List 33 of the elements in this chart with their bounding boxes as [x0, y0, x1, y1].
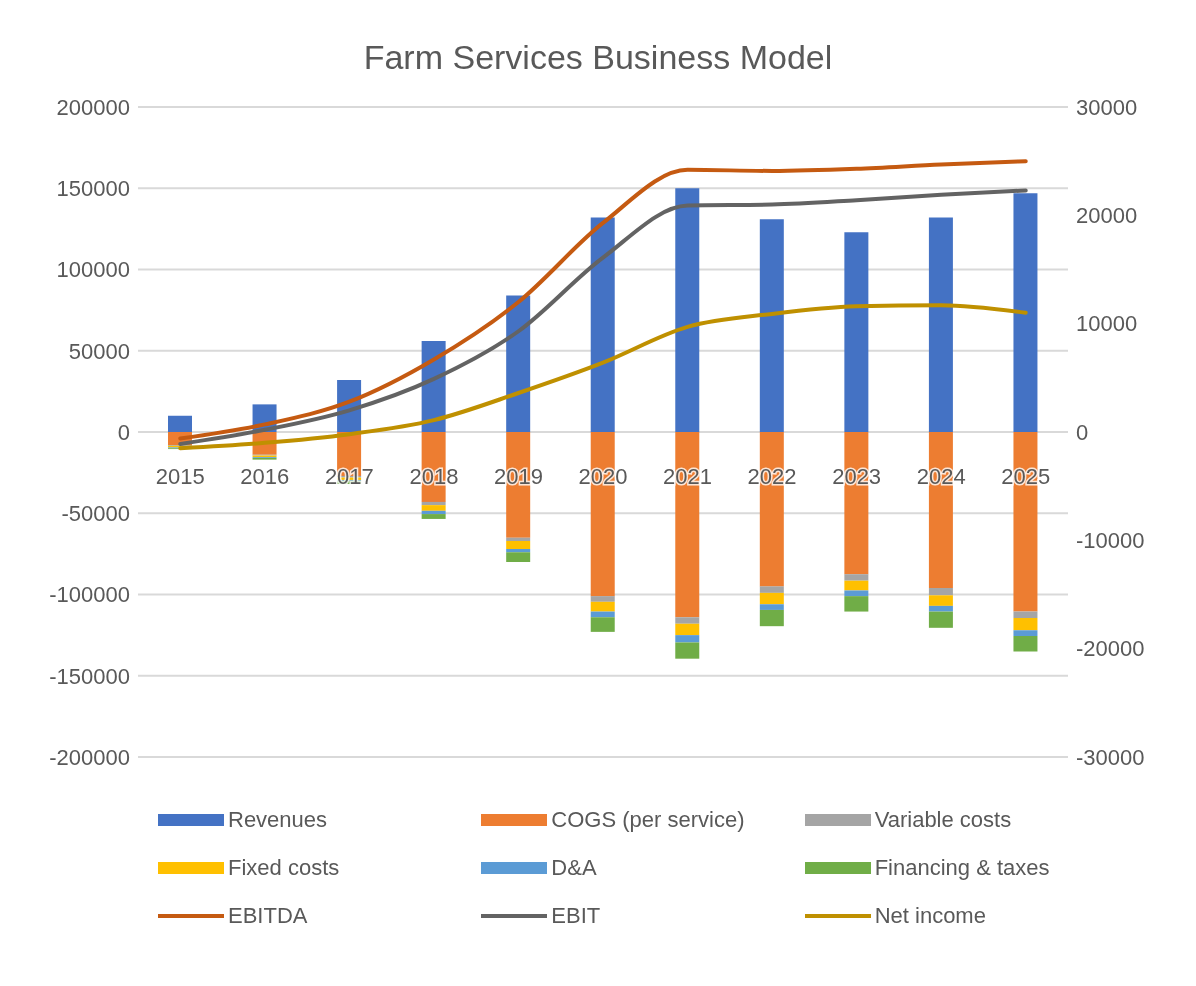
legend-label: Fixed costs — [228, 855, 340, 881]
x-tick-label: 2016 — [240, 464, 290, 489]
legend-label: EBIT — [551, 903, 601, 929]
y2-tick-label: -10000 — [1076, 528, 1145, 554]
x-tick-label: 2020 — [578, 464, 628, 489]
legend-label: COGS (per service) — [551, 807, 745, 833]
legend-label: Revenues — [228, 807, 328, 833]
legend-label: Financing & taxes — [874, 855, 1050, 881]
x-tick-label: 2022 — [747, 464, 797, 489]
x-tick-label: 2017 — [324, 464, 374, 489]
legend-label: Net income — [874, 903, 986, 929]
x-tick-label: 2018 — [409, 464, 459, 489]
x-tick-label: 2025 — [1001, 464, 1051, 489]
y-tick-label: 200000 — [56, 94, 130, 120]
y2-tick-label: 0 — [1076, 419, 1089, 445]
y-tick-label: -150000 — [49, 663, 130, 689]
legend-label: EBITDA — [228, 903, 308, 929]
y-tick-label: 150000 — [56, 176, 130, 202]
y2-tick-label: 30000 — [1076, 94, 1138, 120]
y-tick-label: -200000 — [49, 744, 130, 770]
legend-label: D&A — [551, 855, 597, 881]
y2-tick-label: -30000 — [1076, 744, 1145, 770]
y-tick-label: -50000 — [61, 501, 130, 527]
y2-tick-label: 20000 — [1076, 203, 1138, 229]
y-tick-label: 50000 — [68, 338, 130, 364]
x-tick-label: 2015 — [155, 464, 205, 489]
y2-tick-label: -20000 — [1076, 636, 1145, 662]
y2-tick-label: 10000 — [1076, 311, 1138, 337]
chart-title: Farm Services Business Model — [363, 38, 833, 76]
y-tick-label: 0 — [117, 419, 130, 445]
y-tick-label: -100000 — [49, 582, 130, 608]
legend-label: Variable costs — [874, 807, 1012, 833]
y-tick-label: 100000 — [56, 257, 130, 283]
